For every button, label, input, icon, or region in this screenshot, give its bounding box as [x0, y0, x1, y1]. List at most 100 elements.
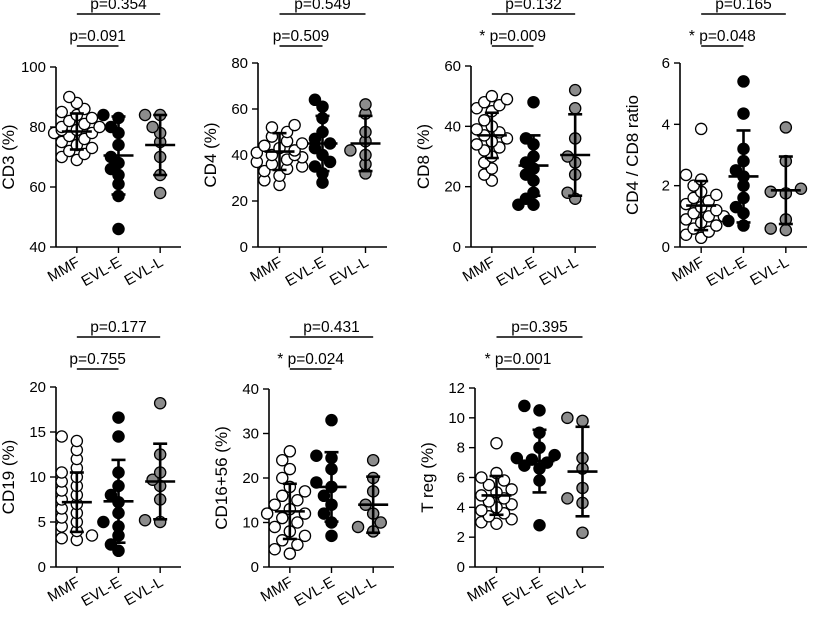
y-tick-label: 40 [29, 239, 46, 256]
data-point-evl-e [737, 75, 750, 88]
data-point-mmf [295, 137, 309, 150]
x-tick-label: EVL-E [282, 254, 328, 290]
y-tick-label: 20 [242, 470, 259, 487]
y-tick-label: 10 [29, 469, 46, 486]
x-tick-label: MMF [669, 254, 707, 286]
y-tick-label: 6 [662, 55, 670, 72]
data-point-mmf [291, 493, 304, 507]
y-tick-label: 40 [444, 118, 461, 135]
x-tick-label: EVL-L [544, 574, 589, 610]
y-tick-label: 100 [21, 59, 46, 76]
y-tick-label: 20 [29, 379, 46, 396]
p-value-label: * p=0.024 [277, 351, 344, 368]
x-tick-label: MMF [247, 254, 285, 286]
y-tick-label: 6 [457, 470, 465, 487]
x-tick-label: EVL-L [122, 574, 167, 610]
data-point-evl-e [97, 108, 110, 122]
y-tick-label: 30 [242, 426, 259, 443]
data-point-mmf [55, 466, 68, 479]
data-point-mmf [276, 453, 289, 467]
data-point-evl-e [722, 214, 735, 228]
data-point-mmf [268, 542, 281, 556]
data-point-mmf [276, 471, 289, 485]
data-point-evl-e [540, 456, 554, 469]
data-point-mmf [70, 434, 84, 448]
data-point-evl-l [779, 121, 793, 134]
y-tick-label: 4 [662, 116, 670, 133]
data-point-evl-l [561, 411, 574, 425]
data-point-evl-e [308, 160, 322, 173]
y-tick-label: 10 [242, 515, 259, 532]
x-tick-label: EVL-L [335, 574, 380, 610]
y-tick-label: 5 [38, 514, 46, 531]
data-point-evl-e [104, 150, 118, 164]
data-point-evl-e [310, 449, 323, 462]
p-value-label: p=0.509 [273, 28, 329, 45]
data-point-evl-e [310, 476, 323, 489]
data-point-evl-e [510, 451, 524, 465]
data-point-evl-e [316, 100, 329, 113]
y-axis-title: CD3 (%) [0, 124, 18, 189]
p-value-label: * p=0.001 [485, 351, 552, 368]
y-axis-title: CD4 (%) [201, 122, 220, 187]
data-point-mmf [710, 188, 723, 202]
data-point-evl-l [153, 396, 167, 410]
data-point-evl-e [729, 200, 743, 214]
y-tick-label: 0 [251, 559, 259, 576]
data-point-evl-e [518, 399, 531, 413]
data-point-mmf [265, 121, 279, 134]
data-point-mmf [268, 498, 281, 511]
p-value-label: p=0.132 [505, 0, 561, 13]
x-tick-label: EVL-E [78, 254, 124, 290]
data-point-evl-l [764, 185, 777, 199]
x-tick-label: EVL-L [537, 254, 582, 290]
data-point-evl-e [533, 518, 546, 532]
x-tick-label: EVL-L [747, 254, 792, 290]
y-tick-label: 10 [448, 410, 465, 427]
data-point-evl-e [112, 411, 125, 424]
y-axis-title: CD16+56 (%) [212, 426, 231, 529]
data-point-evl-e [737, 107, 750, 120]
data-point-mmf [283, 445, 297, 458]
data-point-evl-e [308, 93, 322, 107]
y-tick-label: 0 [662, 239, 670, 256]
data-point-evl-l [138, 108, 152, 122]
data-point-mmf [679, 168, 693, 182]
data-point-mmf [298, 529, 312, 543]
data-point-mmf [85, 111, 99, 125]
p-value-label: p=0.165 [715, 0, 771, 13]
data-point-mmf [55, 430, 68, 443]
data-point-mmf [505, 483, 518, 496]
data-point-mmf [258, 139, 271, 153]
x-tick-label: EVL-L [327, 254, 372, 290]
y-tick-label: 0 [453, 239, 461, 256]
p-value-label: p=0.177 [90, 319, 146, 336]
data-point-mmf [497, 474, 511, 487]
data-point-mmf [55, 105, 68, 119]
data-point-mmf [85, 141, 99, 155]
data-point-mmf [291, 516, 304, 529]
data-point-mmf [258, 164, 271, 178]
data-point-evl-l [794, 182, 808, 195]
data-point-mmf [478, 114, 491, 127]
p-value-label: p=0.755 [69, 351, 125, 368]
data-point-evl-l [561, 150, 574, 163]
data-point-evl-l [344, 144, 357, 157]
data-point-mmf [291, 538, 304, 552]
data-point-evl-l [359, 98, 372, 111]
data-point-evl-l [138, 513, 152, 527]
y-tick-label: 60 [444, 58, 461, 75]
data-point-evl-l [568, 101, 582, 115]
data-point-mmf [470, 123, 483, 136]
data-point-mmf [283, 547, 297, 560]
data-point-evl-e [317, 489, 331, 503]
y-tick-label: 20 [444, 179, 461, 196]
data-point-mmf [63, 90, 76, 104]
data-point-mmf [260, 507, 274, 520]
data-point-evl-l [351, 520, 365, 534]
y-tick-label: 80 [29, 119, 46, 136]
data-point-evl-l [366, 453, 380, 467]
data-point-mmf [268, 520, 281, 534]
